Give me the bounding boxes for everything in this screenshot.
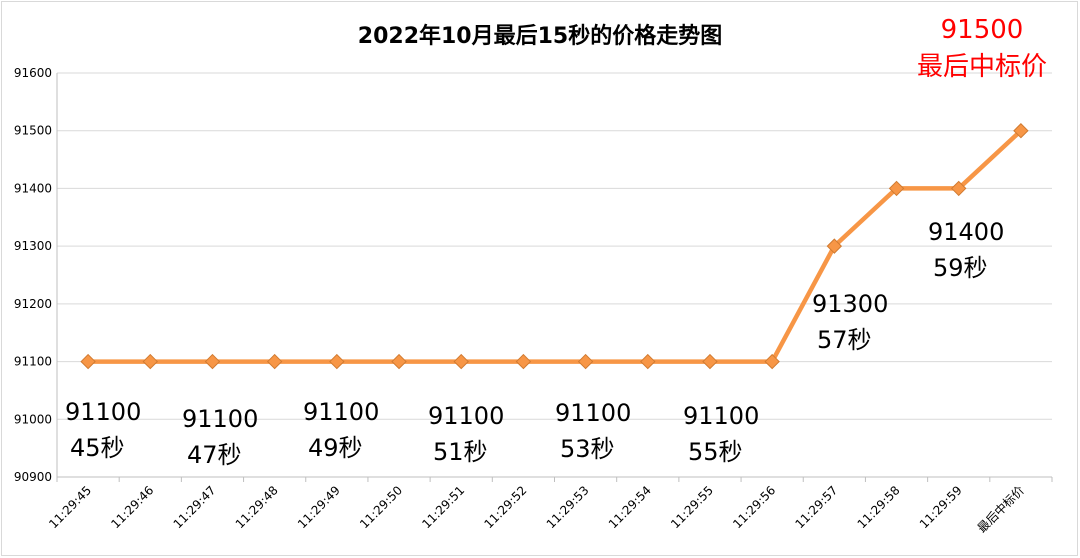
annotation-value: 91100: [182, 405, 258, 433]
final-price-value: 91500: [941, 15, 1024, 45]
y-axis-ticks: 90900 91000 91100 91200 91300 91400 91500 91600: [14, 66, 52, 484]
x-tick-label: 11:29:53: [544, 483, 592, 531]
annotation-value: 91300: [812, 290, 888, 318]
x-tick-label: 11:29:45: [46, 483, 94, 531]
data-point-marker: [266, 353, 283, 370]
annotation-label: 57秒: [817, 326, 872, 354]
x-tick-label: 11:29:52: [482, 483, 530, 531]
x-tick-label: 11:29:54: [606, 483, 654, 531]
y-tick-label: 91000: [14, 412, 52, 426]
annotation-value: 91100: [65, 398, 141, 426]
x-axis-ticks: 11:29:45 11:29:46 11:29:47 11:29:48 11:29:49…: [46, 477, 1053, 536]
annotation-value: 91400: [928, 218, 1004, 246]
series-line: [88, 129, 1023, 364]
data-point-marker: [640, 353, 656, 370]
data-point-marker: [577, 353, 594, 370]
annotation-label: 59秒: [933, 254, 988, 282]
data-point-marker: [204, 353, 221, 370]
annotation-label: 51秒: [433, 438, 488, 466]
x-tick-label: 11:29:51: [419, 483, 467, 531]
annotation-value: 91100: [683, 402, 759, 430]
data-point-marker: [391, 353, 407, 370]
data-point-marker: [1013, 123, 1029, 139]
y-tick-label: 91100: [14, 355, 52, 369]
annotations: 91100 45秒 91100 47秒 91100 49秒 91100 51秒 91100 53秒…: [65, 15, 1047, 469]
x-tick-label: 11:29:58: [855, 483, 903, 531]
annotation-value: 91100: [303, 398, 379, 426]
x-tick-label: 11:29:47: [171, 483, 219, 531]
annotation-label: 45秒: [70, 434, 125, 462]
series-price: [80, 123, 1029, 370]
x-tick-label: 11:29:48: [233, 483, 281, 531]
annotation-label: 55秒: [688, 438, 743, 466]
data-point-marker: [453, 353, 469, 370]
x-tick-label: 11:29:59: [917, 483, 965, 531]
grid-lines: [56, 72, 1052, 478]
annotation-label: 47秒: [187, 441, 242, 469]
annotation-label: 53秒: [560, 435, 615, 463]
data-point-marker: [951, 180, 967, 197]
x-tick-label: 11:29:46: [108, 483, 156, 531]
data-point-marker: [515, 353, 532, 370]
data-point-marker: [702, 353, 718, 370]
x-tick-label: 11:29:57: [792, 483, 840, 531]
x-tick-label: 11:29:49: [295, 483, 343, 531]
data-point-marker: [764, 353, 780, 370]
y-tick-label: 91300: [14, 239, 52, 253]
data-point-marker: [826, 238, 843, 254]
data-point-marker: [329, 353, 345, 370]
y-tick-label: 90900: [14, 470, 52, 484]
data-point-marker: [80, 353, 96, 370]
y-tick-label: 91500: [14, 124, 52, 138]
y-tick-label: 91200: [14, 297, 52, 311]
annotation-value: 91100: [555, 399, 631, 427]
y-tick-label: 91400: [14, 181, 52, 195]
y-tick-label: 91600: [14, 66, 52, 80]
chart-title: 2022年10月最后15秒的价格走势图: [358, 23, 722, 49]
x-tick-label: 11:29:50: [357, 483, 405, 531]
annotation-value: 91100: [428, 402, 504, 430]
annotation-label: 49秒: [308, 434, 363, 462]
data-point-marker: [888, 180, 905, 197]
x-tick-label: 11:29:56: [730, 483, 778, 531]
final-price-label: 最后中标价: [917, 52, 1047, 82]
x-tick-label: 最后中标价: [974, 483, 1027, 536]
x-tick-label: 11:29:55: [668, 483, 716, 531]
data-point-marker: [142, 353, 158, 370]
